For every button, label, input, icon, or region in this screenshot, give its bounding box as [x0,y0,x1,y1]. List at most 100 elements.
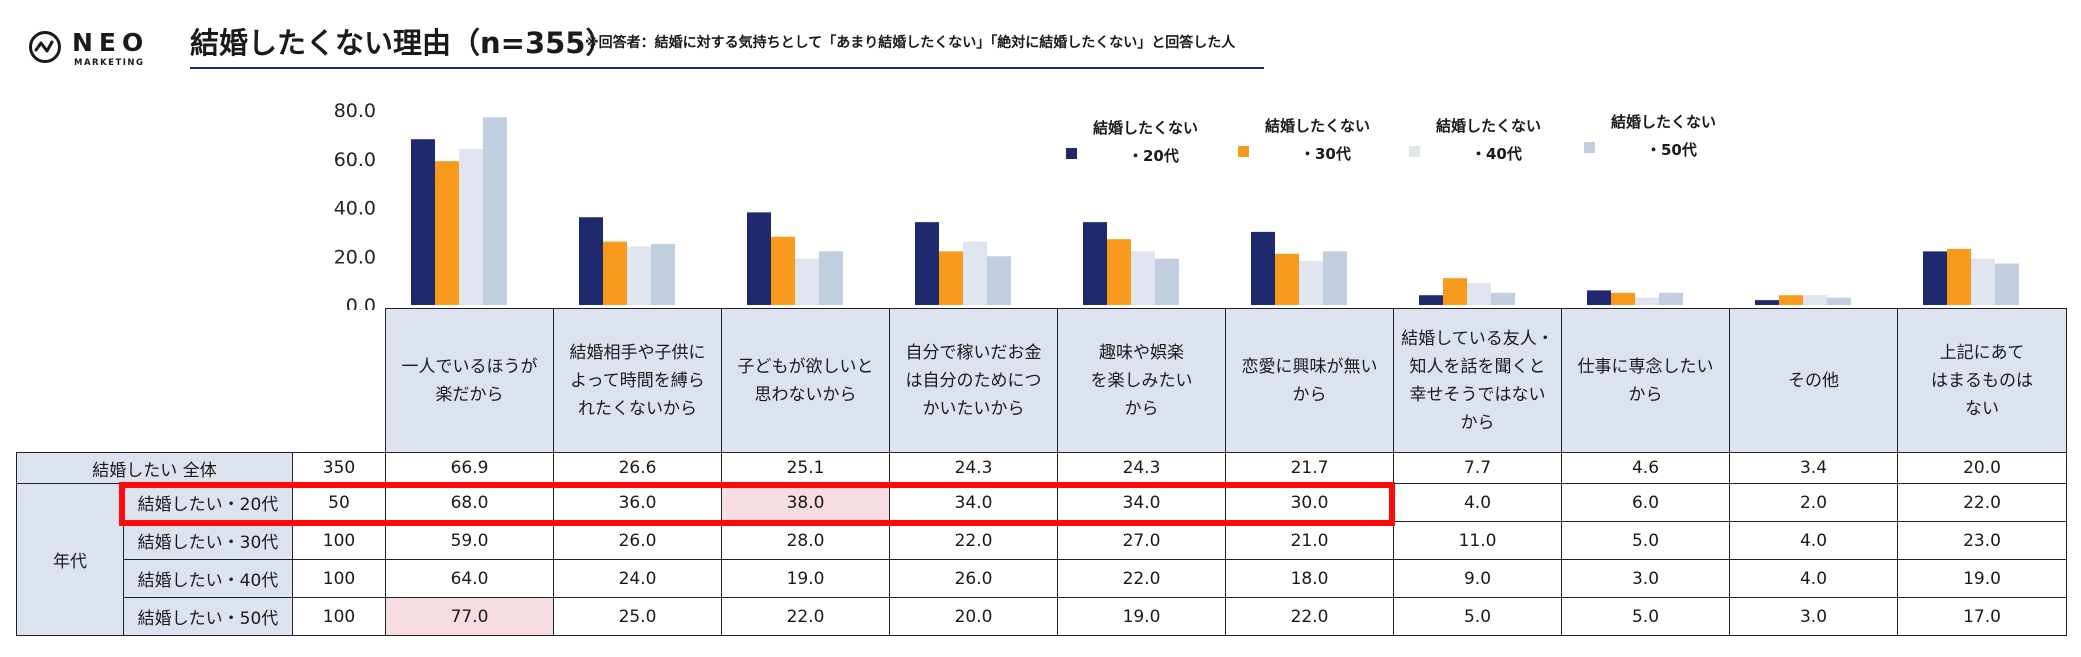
category-header-line: から [1628,384,1663,405]
bar-series3-cat6 [1299,261,1323,305]
table-corner [16,308,386,453]
total-value-cell: 7.7 [1393,452,1562,484]
value-cell: 17.0 [1897,597,2067,636]
bar-series1-cat8 [1587,290,1611,305]
value-cell: 23.0 [1897,521,2067,560]
value-cell: 5.0 [1561,521,1730,560]
category-header-line: から [1292,384,1327,405]
row-n: 50 [292,483,386,522]
total-value-cell: 24.3 [889,452,1058,484]
y-tick-label: 20.0 [334,246,376,268]
bar-series3-cat3 [795,258,819,305]
bar-series2-cat7 [1443,278,1467,305]
value-cell: 36.0 [553,483,722,522]
value-cell: 64.0 [385,559,554,598]
category-header-line: 結婚している友人・ [1401,328,1554,349]
y-tick-label: 80.0 [334,100,376,122]
value-cell: 11.0 [1393,521,1562,560]
bar-series2-cat9 [1779,295,1803,305]
bar-series1-cat7 [1419,295,1443,305]
legend-swatch-20s [1066,148,1077,159]
value-cell: 59.0 [385,521,554,560]
y-tick-label: 0.0 [346,295,376,310]
value-cell: 68.0 [385,483,554,522]
bar-series4-cat10 [1995,263,2019,305]
title-underline [190,67,1264,69]
age-group-label: 年代 [16,483,124,636]
total-value-cell: 3.4 [1729,452,1898,484]
category-header-line: その他 [1788,370,1839,391]
category-header-line: から [1460,412,1495,433]
category-header-line: 楽だから [435,384,504,405]
value-cell: 19.0 [721,559,890,598]
value-cell: 28.0 [721,521,890,560]
legend-sublabel-30s: ・30代 [1300,145,1351,163]
value-cell: 5.0 [1561,597,1730,636]
value-cell: 77.0 [385,597,554,636]
logo-wordmark: NEO [72,28,150,57]
category-header-7: 結婚している友人・ 知人を話を聞くと 幸せそうではない から [1393,308,1562,453]
total-value-cell: 25.1 [721,452,890,484]
value-cell: 21.0 [1225,521,1394,560]
total-value-cell: 24.3 [1057,452,1226,484]
category-header-5: 趣味や娯楽 を楽しみたい から [1057,308,1226,453]
category-header-line: 結婚相手や子供に [569,342,706,363]
bar-series1-cat6 [1251,231,1275,305]
value-cell: 30.0 [1225,483,1394,522]
category-header-line: ない [1965,398,1999,419]
page-title: 結婚したくない理由（n=355） [190,26,615,60]
value-cell: 19.0 [1057,597,1226,636]
bar-series2-cat5 [1107,239,1131,305]
pulse-circle-icon [29,31,61,63]
value-cell: 34.0 [889,483,1058,522]
total-value-cell: 20.0 [1897,452,2067,484]
bar-series1-cat2 [579,217,603,305]
legend-sublabel-50s: ・50代 [1646,141,1697,159]
total-value-cell: 66.9 [385,452,554,484]
bar-series1-cat9 [1755,300,1779,305]
value-cell: 22.0 [1897,483,2067,522]
row-label: 結婚したい・50代 [123,597,293,636]
category-header-line: 一人でいるほうが [401,356,538,377]
y-tick-label: 40.0 [334,198,376,220]
bar-series2-cat10 [1947,248,1971,305]
total-value-cell: 21.7 [1225,452,1394,484]
category-header-line: 思わないから [754,384,857,405]
bar-series3-cat2 [627,246,651,305]
bar-series2-cat2 [603,241,627,305]
value-cell: 19.0 [1897,559,2067,598]
bar-series4-cat9 [1827,297,1851,305]
y-tick-label: 60.0 [334,149,376,171]
legend-label-50s: 結婚したくない [1611,113,1717,131]
bar-series4-cat4 [987,256,1011,305]
respondent-note: ※回答者：結婚に対する気持ちとして「あまり結婚したくない」「絶対に結婚したくない… [585,35,1236,51]
category-header-line: は自分のためにつ [905,370,1042,391]
category-header-9: その他 [1729,308,1898,453]
category-header-line: 上記にあて [1939,342,2025,363]
value-cell: 26.0 [553,521,722,560]
bar-series1-cat3 [747,212,771,305]
table-row: 結婚したい・40代 100 64.0 24.0 19.0 26.0 22.0 18.0 9.0 3… [17,559,2067,598]
row-n: 100 [292,597,386,636]
total-value-cell: 4.6 [1561,452,1730,484]
legend-label-40s: 結婚したくない [1436,117,1542,135]
value-cell: 22.0 [889,521,1058,560]
bar-series1-cat1 [411,139,435,305]
total-row-n: 350 [292,452,386,484]
bar-series3-cat9 [1803,295,1827,305]
value-cell: 2.0 [1729,483,1898,522]
bar-series1-cat5 [1083,222,1107,305]
row-label: 結婚したい・20代 [123,483,293,522]
legend-swatch-50s [1584,142,1595,153]
value-cell: 5.0 [1393,597,1562,636]
category-header-row: 一人でいるほうが 楽だから 結婚相手や子供に よって時間を縛ら れたくないから 子どもが欲… [16,308,2067,453]
bar-series2-cat4 [939,251,963,305]
bar-series4-cat7 [1491,292,1515,305]
value-cell: 4.0 [1729,559,1898,598]
value-cell: 38.0 [721,483,890,522]
legend-swatch-30s [1238,146,1249,157]
value-cell: 24.0 [553,559,722,598]
value-cell: 34.0 [1057,483,1226,522]
category-header-line: よって時間を縛ら [570,370,705,391]
bar-series2-cat8 [1611,292,1635,305]
